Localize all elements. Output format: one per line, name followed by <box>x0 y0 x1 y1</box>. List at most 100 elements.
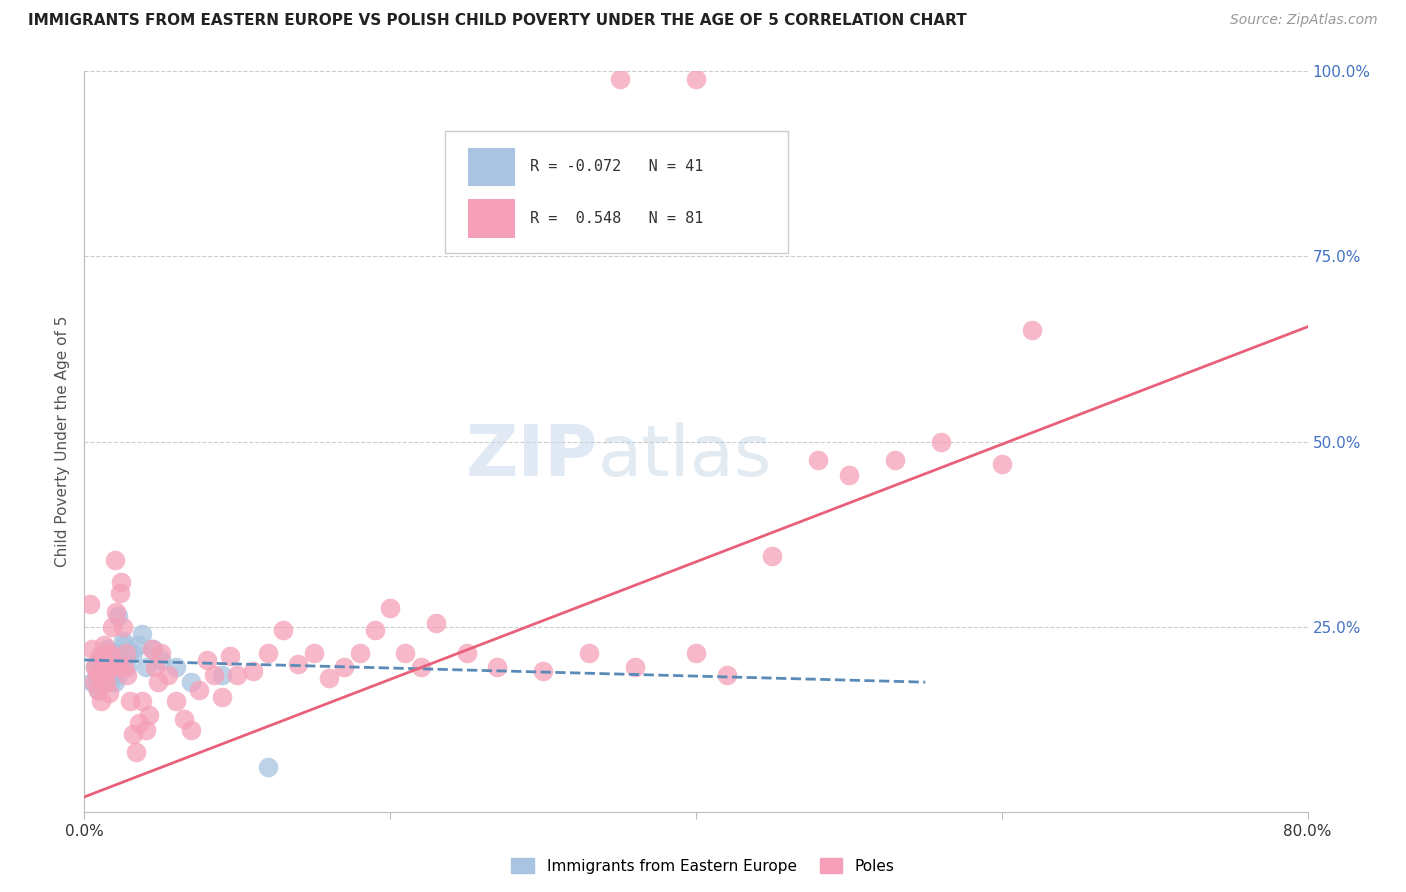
Point <box>128 715 150 730</box>
Text: R = -0.072   N = 41: R = -0.072 N = 41 <box>530 160 703 174</box>
Point <box>90 694 112 708</box>
Text: atlas: atlas <box>598 422 772 491</box>
Point <box>108 653 131 667</box>
Point <box>84 660 107 674</box>
Point <box>105 646 128 660</box>
Point <box>685 646 707 660</box>
Legend: Immigrants from Eastern Europe, Poles: Immigrants from Eastern Europe, Poles <box>505 852 901 880</box>
Point <box>91 675 114 690</box>
Point <box>173 712 195 726</box>
Point <box>135 723 157 738</box>
Point <box>98 675 121 690</box>
Point <box>94 660 117 674</box>
Point <box>79 598 101 612</box>
Point <box>111 634 134 648</box>
Point <box>302 646 325 660</box>
Point <box>84 660 107 674</box>
Point <box>97 664 120 678</box>
Point <box>883 453 905 467</box>
Point <box>202 667 225 681</box>
Point <box>114 649 136 664</box>
Point <box>112 660 135 674</box>
Point <box>104 657 127 671</box>
Point <box>287 657 309 671</box>
Point <box>112 638 135 652</box>
Point <box>165 694 187 708</box>
Point <box>101 660 124 674</box>
Point <box>115 660 138 674</box>
Point <box>143 660 166 674</box>
Point <box>318 672 340 686</box>
Point <box>114 646 136 660</box>
Point <box>349 646 371 660</box>
Point <box>188 682 211 697</box>
Point <box>609 71 631 86</box>
Point <box>125 746 148 760</box>
Point <box>104 553 127 567</box>
Point <box>333 660 356 674</box>
Point <box>96 646 118 660</box>
Point <box>94 675 117 690</box>
Point <box>89 649 111 664</box>
Point <box>131 694 153 708</box>
Point <box>807 453 830 467</box>
Point <box>394 646 416 660</box>
Point <box>211 667 233 681</box>
Point <box>93 667 115 681</box>
Point <box>226 667 249 681</box>
Point <box>86 672 108 686</box>
Point <box>96 672 118 686</box>
Point <box>929 434 952 449</box>
Point <box>991 457 1014 471</box>
Point <box>716 667 738 681</box>
Point <box>578 646 600 660</box>
Text: ZIP: ZIP <box>465 422 598 491</box>
Point <box>146 675 169 690</box>
Point <box>93 638 115 652</box>
Point <box>87 682 110 697</box>
Point <box>456 197 478 211</box>
Point <box>107 667 129 681</box>
Point <box>138 708 160 723</box>
Text: Source: ZipAtlas.com: Source: ZipAtlas.com <box>1230 13 1378 28</box>
Point <box>141 641 163 656</box>
Point <box>149 646 172 660</box>
Point <box>89 664 111 678</box>
Point <box>93 672 115 686</box>
Y-axis label: Child Poverty Under the Age of 5: Child Poverty Under the Age of 5 <box>55 316 70 567</box>
Point <box>115 667 138 681</box>
Point <box>83 675 105 690</box>
Point <box>103 660 125 674</box>
Point <box>456 646 478 660</box>
Point <box>761 205 783 219</box>
Point <box>364 624 387 638</box>
Point <box>409 660 432 674</box>
Point <box>90 657 112 671</box>
Point <box>98 646 121 660</box>
Text: IMMIGRANTS FROM EASTERN EUROPE VS POLISH CHILD POVERTY UNDER THE AGE OF 5 CORREL: IMMIGRANTS FROM EASTERN EUROPE VS POLISH… <box>28 13 967 29</box>
Point <box>91 653 114 667</box>
Point <box>111 619 134 633</box>
Point <box>94 646 117 660</box>
Point <box>120 694 142 708</box>
Point <box>103 649 125 664</box>
Point <box>271 624 294 638</box>
Point <box>80 641 103 656</box>
Point <box>105 605 128 619</box>
Point <box>96 660 118 674</box>
Point <box>89 667 111 681</box>
Point <box>97 686 120 700</box>
Point <box>761 549 783 564</box>
Point <box>425 615 447 630</box>
Point <box>180 723 202 738</box>
Point <box>211 690 233 704</box>
Point <box>108 586 131 600</box>
Point <box>142 641 165 656</box>
Point <box>98 653 121 667</box>
Point <box>122 727 145 741</box>
Point <box>107 660 129 674</box>
Point <box>242 664 264 678</box>
Point <box>157 667 180 681</box>
Point <box>86 664 108 678</box>
Point <box>127 638 149 652</box>
